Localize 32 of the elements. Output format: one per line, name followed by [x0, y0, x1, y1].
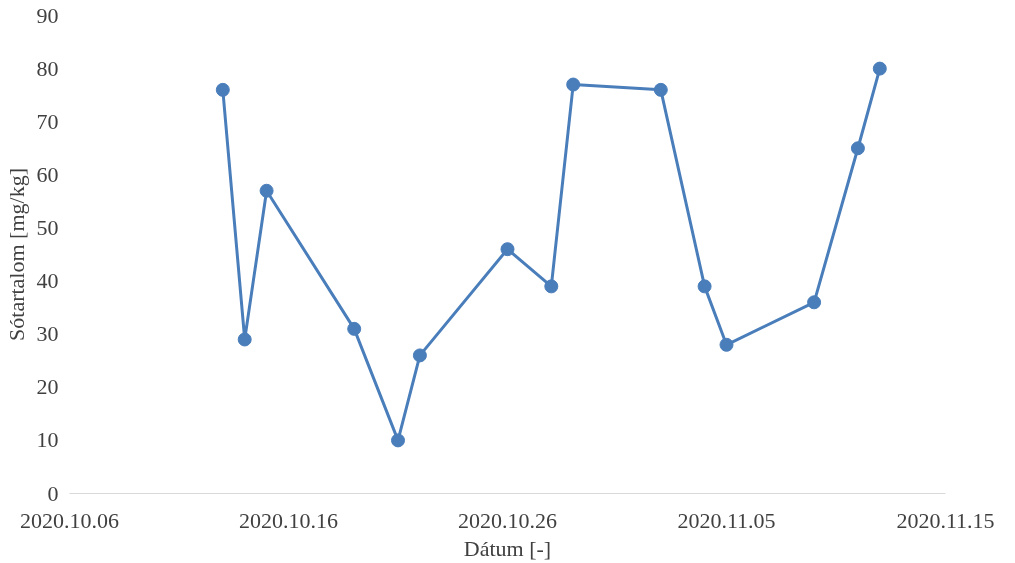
x-tick-label: 2020.11.15	[896, 507, 995, 533]
point	[544, 279, 559, 294]
point	[391, 433, 405, 448]
y-tick-label: 50	[36, 214, 59, 240]
y-tick-label: 40	[36, 268, 59, 294]
x-axis-title: Dátum [-]	[463, 535, 552, 561]
point	[237, 332, 252, 347]
y-tick-label: 80	[36, 55, 59, 81]
point	[566, 77, 581, 92]
x-tick-label: 2020.10.16	[239, 507, 338, 533]
point	[653, 82, 668, 97]
y-tick-label: 70	[36, 108, 59, 134]
y-axis-title: Sótartalom [mg/kg]	[3, 168, 29, 341]
point	[215, 82, 230, 97]
point	[412, 348, 427, 363]
point	[347, 321, 362, 336]
point	[872, 61, 887, 76]
y-tick-label: 20	[36, 374, 59, 400]
point	[719, 337, 734, 352]
y-tick-label: 30	[36, 321, 59, 347]
x-tick-label: 2020.11.05	[677, 507, 776, 533]
y-tick-label: 90	[36, 2, 59, 28]
point	[697, 279, 712, 294]
y-tick-label: 0	[47, 480, 59, 506]
x-tick-label: 2020.10.26	[458, 507, 557, 533]
y-tick-label: 60	[36, 161, 59, 187]
point	[259, 183, 274, 198]
point	[500, 242, 515, 257]
point	[850, 141, 865, 156]
y-tick-label: 10	[36, 427, 59, 453]
x-tick-label: 2020.10.06	[20, 507, 119, 533]
point	[807, 295, 822, 310]
